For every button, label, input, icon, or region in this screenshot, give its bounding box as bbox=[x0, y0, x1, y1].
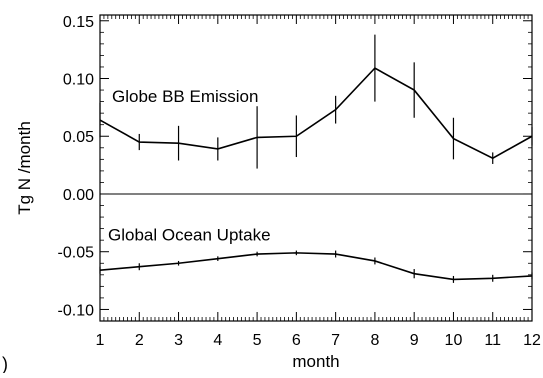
x-tick-label: 6 bbox=[292, 332, 301, 349]
y-tick-label: 0.10 bbox=[63, 72, 94, 89]
x-tick-label: 2 bbox=[135, 332, 144, 349]
x-tick-label: 3 bbox=[174, 332, 183, 349]
x-tick-label: 12 bbox=[523, 332, 541, 349]
major-ticks bbox=[100, 15, 532, 321]
x-tick-label: 1 bbox=[96, 332, 105, 349]
x-tick-label: 8 bbox=[370, 332, 379, 349]
x-tick-label: 4 bbox=[213, 332, 222, 349]
series-line bbox=[100, 253, 532, 280]
corner-panel-label: ) bbox=[2, 354, 8, 373]
plot-frame bbox=[100, 15, 532, 321]
error-bars bbox=[100, 35, 532, 283]
x-tick-label: 11 bbox=[484, 332, 501, 349]
y-tick-label: -0.10 bbox=[58, 302, 95, 319]
y-tick-label: 0.15 bbox=[63, 14, 94, 31]
x-tick-label: 5 bbox=[253, 332, 262, 349]
y-axis-label: Tg N /month bbox=[15, 121, 34, 215]
minor-ticks bbox=[100, 15, 532, 321]
y-tick-label: -0.05 bbox=[58, 245, 95, 262]
x-tick-label: 7 bbox=[331, 332, 340, 349]
series-line bbox=[100, 68, 532, 158]
x-tick-label: 9 bbox=[410, 332, 419, 349]
y-tick-label: 0.05 bbox=[63, 129, 94, 146]
series-labels: Globe BB Emission Global Ocean Uptake bbox=[108, 87, 271, 245]
series-label: Globe BB Emission bbox=[112, 87, 258, 106]
x-tick-label: 10 bbox=[445, 332, 463, 349]
y-tick-label: 0.00 bbox=[63, 187, 94, 204]
y-tick-labels: -0.10 -0.05 0.00 0.05 0.10 0.15 bbox=[58, 14, 95, 320]
series-label: Global Ocean Uptake bbox=[108, 225, 271, 244]
x-axis-label: month bbox=[292, 352, 339, 371]
